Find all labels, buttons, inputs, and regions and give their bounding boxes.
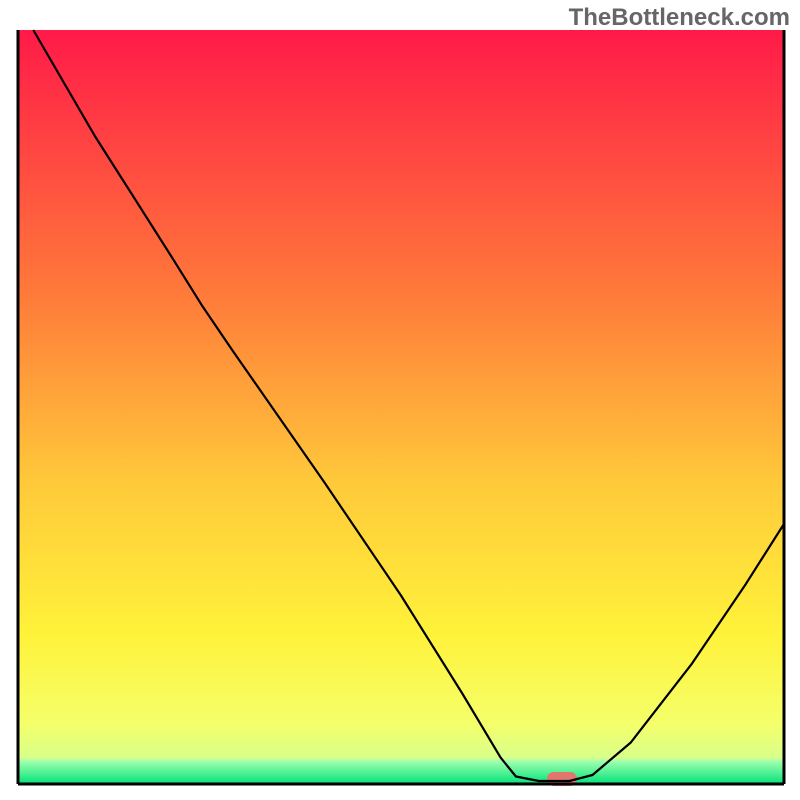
chart-container: TheBottleneck.com bbox=[0, 0, 800, 800]
watermark-text: TheBottleneck.com bbox=[569, 4, 790, 32]
optimal-point-marker bbox=[547, 772, 577, 786]
plot-background-gradient bbox=[18, 30, 784, 784]
